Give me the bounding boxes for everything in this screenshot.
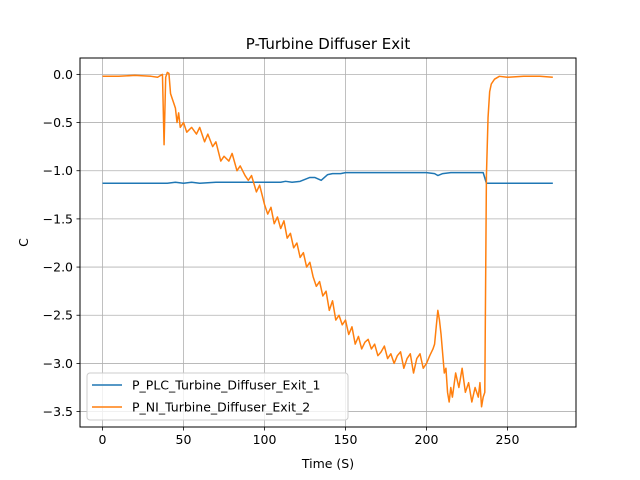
- legend: P_PLC_Turbine_Diffuser_Exit_1 P_NI_Turbi…: [86, 372, 349, 421]
- x-tick-label: 50: [176, 432, 192, 447]
- plot-area: [80, 58, 576, 427]
- x-axis-label: Time (S): [301, 456, 354, 471]
- x-tick-label: 250: [496, 432, 520, 447]
- y-axis-label: C: [16, 238, 31, 247]
- y-tick-label: −2.0: [43, 260, 73, 275]
- legend-label-ni: P_NI_Turbine_Diffuser_Exit_2: [132, 400, 310, 415]
- y-tick-label: −3.5: [43, 404, 73, 419]
- series-line-ni: [102, 71, 553, 408]
- x-tick-label: 200: [415, 432, 439, 447]
- ticks: 0 50 100 150 200 250 0.0 −0.5 −1.0 −1.5 −2.0 −2.5 −3…: [43, 67, 520, 447]
- chart-title: P-Turbine Diffuser Exit: [246, 35, 411, 53]
- y-tick-label: −1.0: [43, 163, 73, 178]
- series-line-plc: [102, 171, 553, 184]
- plot-frame: [79, 57, 577, 428]
- y-tick-label: −1.5: [43, 211, 73, 226]
- x-tick-label: 0: [99, 432, 107, 447]
- legend-label-plc: P_PLC_Turbine_Diffuser_Exit_1: [132, 378, 320, 393]
- legend-box: [86, 372, 349, 421]
- y-tick-label: −3.0: [43, 356, 73, 371]
- y-tick-label: −2.5: [43, 308, 73, 323]
- x-tick-label: 150: [334, 432, 358, 447]
- series-layer: [102, 71, 553, 408]
- y-tick-label: 0.0: [53, 67, 73, 82]
- x-tick-label: 100: [253, 432, 277, 447]
- y-tick-label: −0.5: [43, 115, 73, 130]
